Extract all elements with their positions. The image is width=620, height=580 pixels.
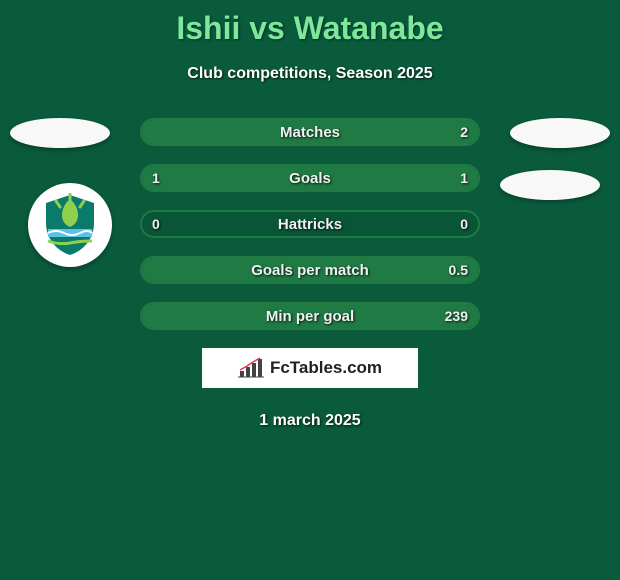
stat-label: Goals per match bbox=[251, 262, 369, 279]
brand-box[interactable]: FcTables.com bbox=[202, 348, 418, 388]
player-right-placeholder bbox=[510, 118, 610, 148]
stat-value-right: 0.5 bbox=[449, 262, 468, 278]
stat-row: Goals per match 0.5 bbox=[140, 256, 480, 284]
stat-label: Hattricks bbox=[278, 216, 342, 233]
brand-text: FcTables.com bbox=[270, 358, 382, 378]
stat-value-right: 1 bbox=[460, 170, 468, 186]
page-subtitle: Club competitions, Season 2025 bbox=[0, 65, 620, 83]
player-left-placeholder bbox=[10, 118, 110, 148]
stat-row: Min per goal 239 bbox=[140, 302, 480, 330]
as-of-date: 1 march 2025 bbox=[0, 412, 620, 430]
club-left-badge bbox=[28, 183, 112, 267]
stat-label: Goals bbox=[289, 170, 331, 187]
stat-row: 0 Hattricks 0 bbox=[140, 210, 480, 238]
stat-row: Matches 2 bbox=[140, 118, 480, 146]
stat-value-left: 1 bbox=[152, 170, 160, 186]
bar-chart-icon bbox=[238, 357, 264, 379]
stat-value-left: 0 bbox=[152, 216, 160, 232]
stat-row: 1 Goals 1 bbox=[140, 164, 480, 192]
club-right-placeholder bbox=[500, 170, 600, 200]
shonan-bellmare-icon bbox=[38, 193, 102, 257]
stat-value-right: 239 bbox=[445, 308, 468, 324]
comparison-panel: Matches 2 1 Goals 1 0 Hattricks 0 Goals per matc… bbox=[0, 118, 620, 430]
stat-rows: Matches 2 1 Goals 1 0 Hattricks 0 Goals per matc… bbox=[140, 118, 480, 330]
page-title: Ishii vs Watanabe bbox=[0, 0, 620, 47]
stat-label: Min per goal bbox=[266, 308, 354, 325]
stat-value-right: 0 bbox=[460, 216, 468, 232]
stat-label: Matches bbox=[280, 124, 340, 141]
stat-value-right: 2 bbox=[460, 124, 468, 140]
